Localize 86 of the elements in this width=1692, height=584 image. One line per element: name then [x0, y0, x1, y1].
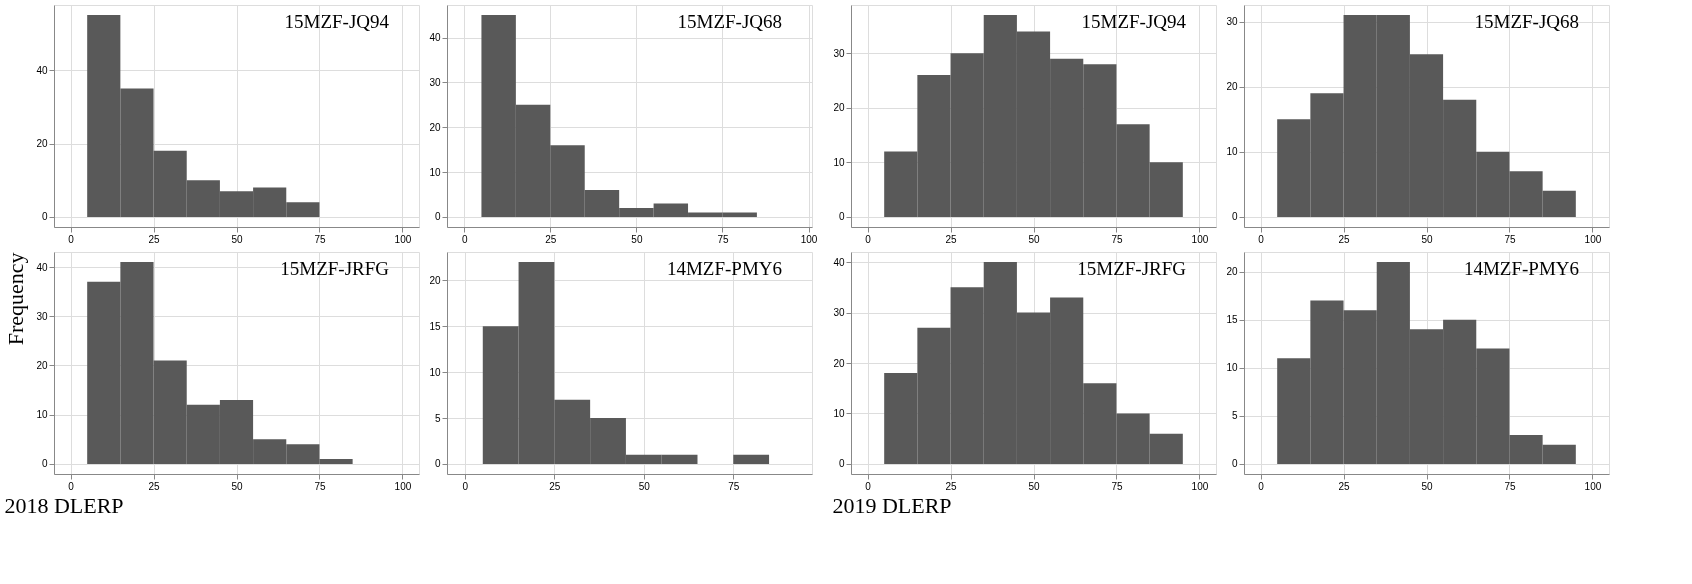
x-tick-label: 25	[545, 233, 557, 245]
annotation: 15MZF-JRFG	[280, 258, 390, 279]
x-tick-label: 100	[394, 480, 412, 492]
y-tick-label: 0	[41, 458, 48, 470]
x-tick-label: 25	[148, 480, 161, 492]
annotation: 15MZF-JRFG	[1077, 258, 1187, 279]
y-tick-label: 20	[429, 121, 441, 133]
x-axis-title: 2019 DLERP	[832, 492, 952, 518]
x-tick-label: 50	[231, 480, 243, 492]
x-tick-label: 50	[1028, 233, 1040, 245]
x-tick-label: 100	[800, 233, 818, 245]
x-tick-label: 0	[68, 480, 75, 492]
annotation: 15MZF-JQ68	[677, 11, 782, 32]
y-tick-label: 20	[833, 102, 845, 114]
y-tick-label: 10	[429, 366, 441, 378]
x-tick-label: 100	[1191, 480, 1209, 492]
x-tick-label: 75	[314, 233, 326, 245]
x-tick-label: 0	[461, 233, 468, 245]
x-tick-label: 0	[68, 233, 75, 245]
y-tick-label: 10	[1226, 146, 1238, 158]
y-tick-label: 20	[833, 357, 845, 369]
x-tick-label: 0	[462, 480, 469, 492]
annotation: 14MZF-PMY6	[1463, 258, 1579, 279]
x-tick-label: 100	[1584, 233, 1602, 245]
y-tick-label: 0	[1231, 211, 1238, 223]
x-tick-label: 100	[1584, 480, 1602, 492]
annotation: 15MZF-JQ68	[1474, 11, 1579, 32]
y-tick-label: 30	[1226, 16, 1238, 28]
y-tick-label: 40	[833, 256, 845, 268]
x-tick-label: 0	[1258, 480, 1265, 492]
y-tick-label: 0	[41, 211, 48, 223]
annotation: 15MZF-JQ94	[1081, 11, 1187, 32]
x-tick-label: 25	[945, 233, 958, 245]
y-tick-label: 0	[434, 458, 441, 470]
y-tick-label: 10	[833, 407, 845, 419]
y-tick-label: 20	[1226, 266, 1238, 278]
x-tick-label: 50	[631, 233, 643, 245]
y-tick-label: 0	[434, 211, 441, 223]
y-tick-label: 0	[838, 211, 845, 223]
y-tick-label: 40	[36, 261, 48, 273]
y-tick-label: 10	[36, 409, 48, 421]
x-tick-label: 0	[865, 233, 872, 245]
y-tick-label: 0	[1231, 458, 1238, 470]
x-tick-label: 25	[549, 480, 561, 492]
y-tick-label: 10	[1226, 362, 1238, 374]
y-tick-label: 20	[1226, 81, 1238, 93]
x-tick-label: 0	[865, 480, 872, 492]
y-tick-label: 15	[429, 320, 441, 332]
annotation: 15MZF-JQ94	[284, 11, 390, 32]
y-tick-label: 20	[429, 274, 441, 286]
y-tick-label: 5	[1231, 410, 1238, 422]
y-tick-label: 40	[429, 32, 441, 44]
y-tick-label: 5	[434, 412, 441, 424]
y-tick-label: 30	[429, 76, 441, 88]
x-tick-label: 50	[1421, 233, 1433, 245]
x-tick-label: 100	[1191, 233, 1209, 245]
x-tick-label: 75	[728, 480, 740, 492]
x-tick-label: 0	[1258, 233, 1265, 245]
y-tick-label: 30	[36, 310, 48, 322]
x-tick-label: 75	[717, 233, 729, 245]
x-tick-label: 25	[945, 480, 958, 492]
x-tick-label: 50	[1028, 480, 1040, 492]
y-tick-label: 0	[838, 458, 845, 470]
x-tick-label: 25	[1338, 233, 1351, 245]
x-tick-label: 75	[1111, 233, 1123, 245]
x-tick-label: 75	[1504, 233, 1516, 245]
y-tick-label: 40	[36, 64, 48, 76]
x-tick-label: 75	[1111, 480, 1123, 492]
x-tick-label: 25	[148, 233, 161, 245]
y-tick-label: 30	[833, 307, 845, 319]
x-tick-label: 50	[231, 233, 243, 245]
x-tick-label: 75	[1504, 480, 1516, 492]
x-tick-label: 100	[394, 233, 412, 245]
x-tick-label: 75	[314, 480, 326, 492]
y-tick-label: 10	[429, 166, 441, 178]
y-axis-title: Frequency	[3, 252, 29, 346]
x-tick-label: 50	[638, 480, 651, 492]
x-tick-label: 25	[1338, 480, 1351, 492]
y-tick-label: 10	[833, 156, 845, 168]
y-tick-label: 20	[36, 359, 48, 371]
annotation: 14MZF-PMY6	[666, 258, 782, 279]
y-tick-label: 30	[833, 47, 845, 59]
x-tick-label: 50	[1421, 480, 1433, 492]
x-axis-title: 2018 DLERP	[4, 492, 124, 518]
y-tick-label: 20	[36, 138, 48, 150]
y-tick-label: 15	[1226, 314, 1238, 326]
